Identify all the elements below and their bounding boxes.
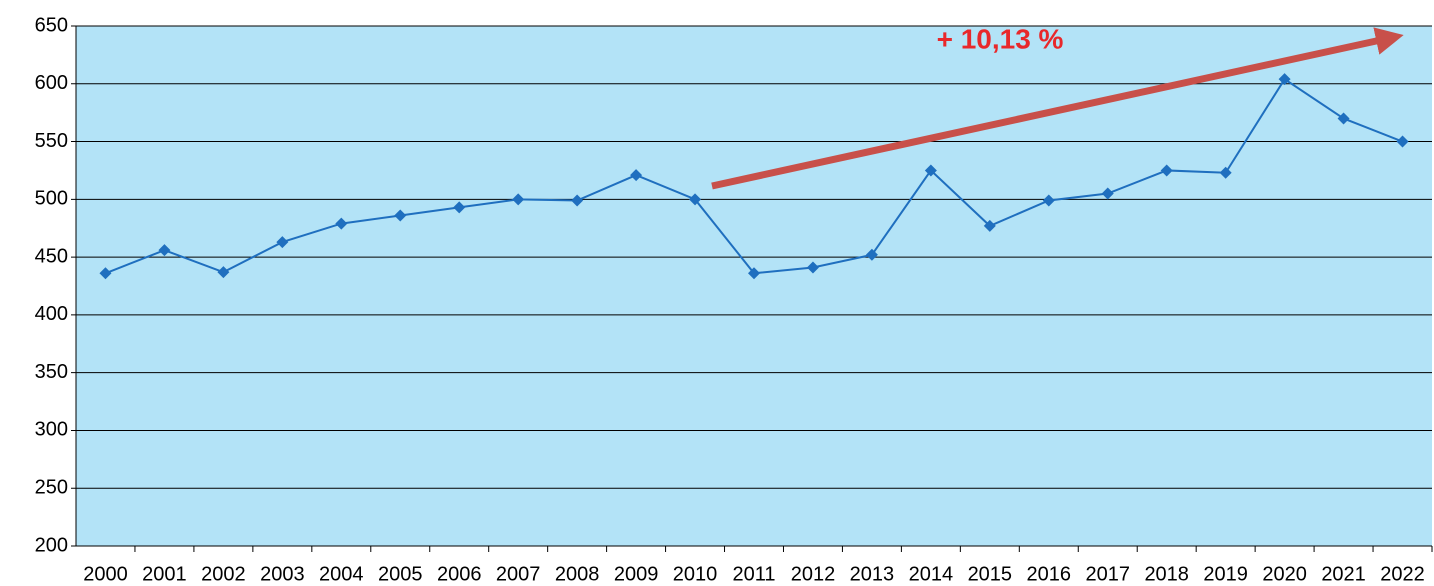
x-tick-label: 2013 bbox=[850, 563, 895, 585]
y-tick-label: 500 bbox=[35, 188, 68, 210]
marker bbox=[1337, 112, 1350, 125]
x-tick-label: 2019 bbox=[1203, 563, 1248, 585]
marker bbox=[924, 164, 937, 177]
x-tick-label: 2011 bbox=[732, 563, 775, 585]
marker bbox=[806, 261, 819, 274]
marker bbox=[689, 193, 702, 206]
x-tick-label: 2014 bbox=[909, 563, 954, 585]
marker bbox=[1278, 73, 1291, 86]
marker bbox=[1160, 164, 1173, 177]
marker bbox=[217, 266, 230, 279]
x-tick-label: 2010 bbox=[673, 563, 718, 585]
x-tick-label: 2020 bbox=[1262, 563, 1307, 585]
x-tick-label: 2004 bbox=[319, 563, 364, 585]
marker bbox=[1396, 135, 1409, 148]
y-tick-label: 250 bbox=[35, 477, 68, 499]
x-tick-label: 2003 bbox=[260, 563, 305, 585]
marker bbox=[276, 236, 289, 249]
x-tick-label: 2006 bbox=[437, 563, 482, 585]
x-tick-label: 2015 bbox=[968, 563, 1013, 585]
marker bbox=[865, 248, 878, 261]
y-tick-label: 550 bbox=[35, 130, 68, 152]
marker bbox=[335, 217, 348, 230]
x-tick-label: 2001 bbox=[142, 563, 187, 585]
x-tick-label: 2016 bbox=[1027, 563, 1072, 585]
y-tick-label: 200 bbox=[35, 534, 68, 556]
marker bbox=[394, 209, 407, 222]
marker bbox=[453, 201, 466, 214]
marker bbox=[1042, 194, 1055, 207]
marker bbox=[571, 194, 584, 207]
x-tick-label: 2021 bbox=[1321, 563, 1366, 585]
y-tick-label: 350 bbox=[35, 361, 68, 383]
x-tick-label: 2000 bbox=[83, 563, 128, 585]
trend-arrow bbox=[711, 27, 1404, 190]
x-tick-label: 2009 bbox=[614, 563, 659, 585]
marker bbox=[512, 193, 525, 206]
x-tick-label: 2018 bbox=[1144, 563, 1189, 585]
y-tick-label: 600 bbox=[35, 72, 68, 94]
marker bbox=[630, 169, 643, 182]
x-tick-label: 2017 bbox=[1085, 563, 1130, 585]
y-tick-label: 400 bbox=[35, 303, 68, 325]
plot-area bbox=[76, 26, 1432, 546]
x-tick-label: 2005 bbox=[378, 563, 423, 585]
annotation: + 10,13 % bbox=[937, 23, 1064, 54]
marker bbox=[99, 267, 112, 280]
marker bbox=[983, 219, 996, 232]
marker bbox=[748, 267, 760, 280]
y-tick-label: 450 bbox=[35, 245, 68, 267]
x-tick-label: 2002 bbox=[201, 563, 246, 585]
x-tick-label: 2012 bbox=[791, 563, 836, 585]
y-tick-label: 650 bbox=[35, 14, 68, 36]
x-tick-label: 2022 bbox=[1380, 563, 1425, 585]
x-tick-label: 2008 bbox=[555, 563, 600, 585]
x-tick-label: 2007 bbox=[496, 563, 541, 585]
marker bbox=[1219, 166, 1232, 179]
marker bbox=[1101, 187, 1114, 200]
y-tick-label: 300 bbox=[35, 419, 68, 441]
marker bbox=[158, 244, 171, 257]
